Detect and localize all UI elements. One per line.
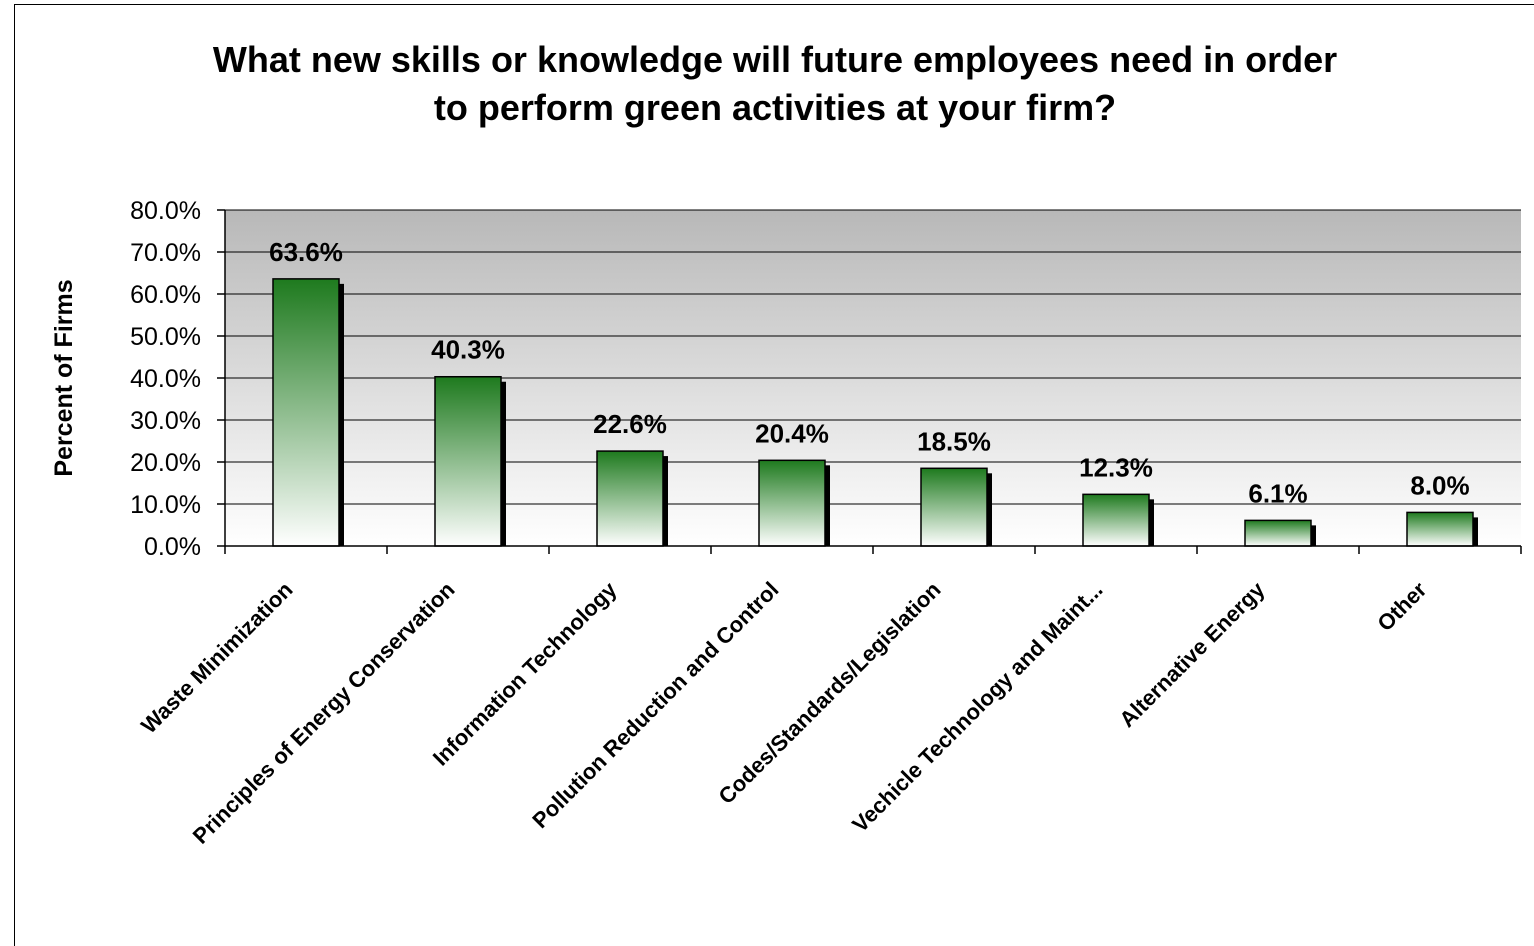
bar (434, 375, 502, 547)
data-labels: 63.6% 40.3% 22.6% 20.4% 18.5% 12.3% 6.1% 8.0% (269, 237, 1470, 509)
category-label: Waste Minimization (136, 577, 297, 738)
data-label: 12.3% (1079, 452, 1153, 482)
y-tick-label: 70.0% (130, 239, 201, 267)
y-axis-label: Percent of Firms (50, 279, 78, 476)
y-tick-label: 60.0% (130, 281, 201, 309)
bar (1082, 493, 1150, 547)
bar (1406, 511, 1474, 547)
chart-title-line-1: What new skills or knowledge will future… (213, 39, 1337, 80)
data-label: 22.6% (593, 409, 667, 439)
category-label: Vechicle Technology and Maint... (847, 577, 1107, 837)
data-label: 63.6% (269, 237, 343, 267)
y-axis-ticks: 0.0% 10.0% 20.0% 30.0% 40.0% 50.0% 60.0% 70.0% 8… (130, 197, 225, 561)
data-label: 20.4% (755, 418, 829, 448)
category-label: Information Technology (428, 576, 622, 770)
chart-frame (14, 4, 1534, 946)
y-tick-label: 30.0% (130, 407, 201, 435)
data-label: 18.5% (917, 426, 991, 456)
bar (920, 467, 988, 547)
bar (758, 459, 826, 547)
data-label: 6.1% (1248, 478, 1307, 508)
gridlines (225, 209, 1521, 505)
bar (596, 450, 664, 547)
chart-title-line-2: to perform green activities at your firm… (434, 87, 1116, 128)
bars (224, 278, 1522, 554)
y-tick-label: 20.0% (130, 449, 201, 477)
data-label: 40.3% (431, 335, 505, 365)
y-tick-label: 80.0% (130, 197, 201, 225)
y-tick-label: 50.0% (130, 323, 201, 351)
y-tick-label: 10.0% (130, 491, 201, 519)
y-tick-label: 0.0% (144, 533, 201, 561)
category-label: Principles of Energy Conservation (188, 577, 460, 849)
category-label: Alternative Energy (1114, 576, 1270, 732)
data-label: 8.0% (1410, 470, 1469, 500)
bar (272, 278, 340, 547)
bar (1244, 519, 1312, 547)
category-label: Other (1372, 577, 1431, 636)
y-tick-label: 40.0% (130, 365, 201, 393)
